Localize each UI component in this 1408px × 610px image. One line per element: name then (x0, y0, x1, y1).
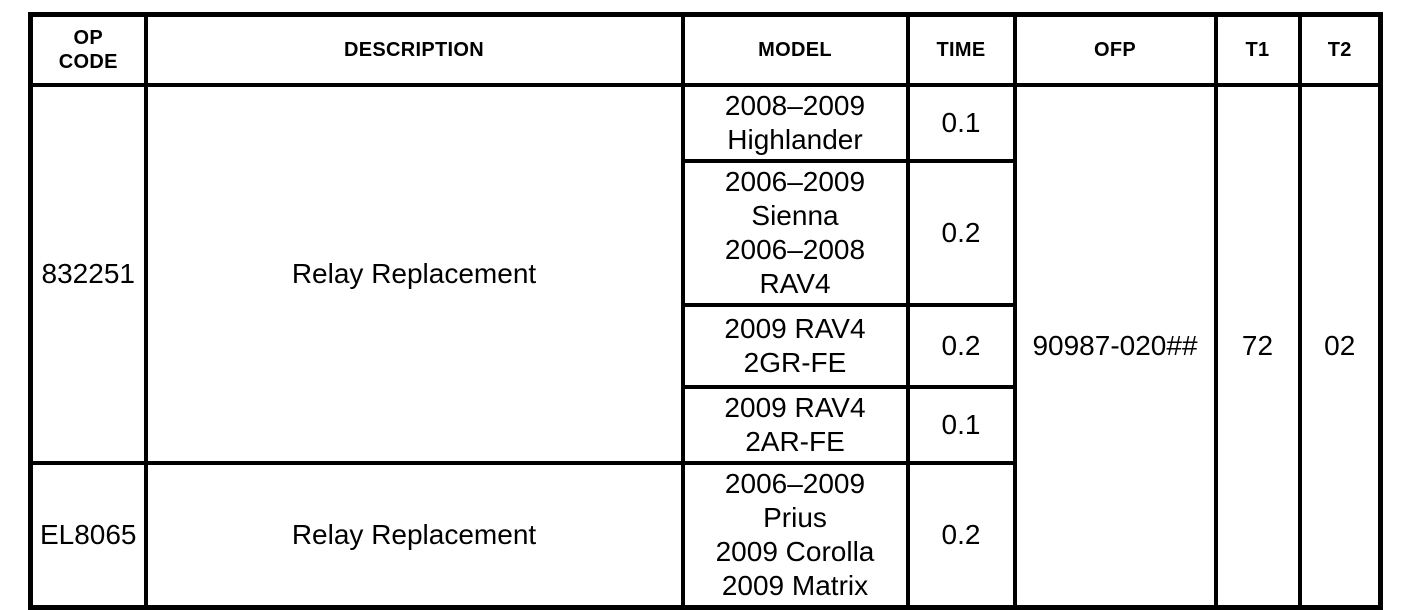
header-cell-ofp: OFP (1012, 12, 1218, 87)
model-cell: 2008–2009 Highlander (680, 82, 910, 163)
table-row: 2006–2009 Sienna 2006–2008 RAV4 0.2 (31, 158, 1381, 307)
description-cell: Relay Replacement (143, 460, 685, 609)
op-code-cell: 832251 (28, 82, 148, 465)
time-cell: 0.1 (905, 384, 1017, 465)
time-cell: 0.2 (905, 158, 1017, 307)
header-cell-op-code: OP CODE (28, 12, 148, 87)
table-row: 2009 RAV4 2AR-FE 0.1 (31, 384, 1381, 465)
header-cell-model: MODEL (680, 12, 910, 87)
op-code-cell: EL8065 (28, 460, 148, 609)
model-cell: 2006–2009 Prius 2009 Corolla 2009 Matrix (680, 460, 910, 609)
header-cell-t2: T2 (1297, 12, 1383, 87)
time-cell: 0.2 (905, 460, 1017, 609)
table-row: 2009 RAV4 2GR-FE 0.2 (31, 302, 1381, 389)
t2-cell: 02 (1297, 82, 1383, 609)
model-cell: 2006–2009 Sienna 2006–2008 RAV4 (680, 158, 910, 307)
header-cell-time: TIME (905, 12, 1017, 87)
description-cell: Relay Replacement (143, 82, 685, 465)
time-cell: 0.1 (905, 82, 1017, 163)
ofp-cell: 90987-020## (1012, 82, 1218, 609)
labor-op-code-table: OP CODE DESCRIPTION MODEL TIME OFP T1 T2… (28, 12, 1383, 610)
header-cell-description: DESCRIPTION (143, 12, 685, 87)
header-cell-t1: T1 (1213, 12, 1302, 87)
t1-cell: 72 (1213, 82, 1302, 609)
time-cell: 0.2 (905, 302, 1017, 389)
model-cell: 2009 RAV4 2AR-FE (680, 384, 910, 465)
table-header-row: OP CODE DESCRIPTION MODEL TIME OFP T1 T2 (28, 12, 1383, 87)
table-row: 832251 Relay Replacement 2008–2009 Highl… (28, 82, 1383, 609)
model-cell: 2009 RAV4 2GR-FE (680, 302, 910, 389)
